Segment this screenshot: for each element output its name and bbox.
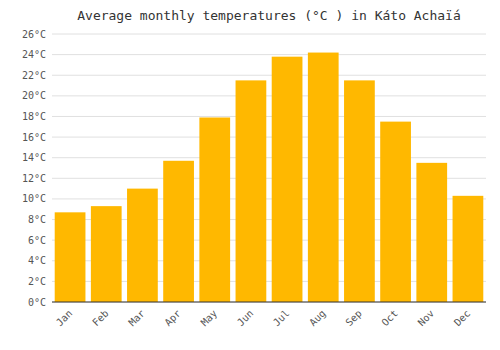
x-tick-label: Apr [162, 308, 183, 329]
bar [272, 57, 303, 302]
y-tick-label: 6°C [28, 235, 46, 246]
bars [55, 53, 484, 302]
bar [236, 80, 267, 302]
grid-line [52, 75, 486, 76]
x-tick-label: May [199, 308, 220, 329]
bar [380, 122, 411, 302]
x-tick-label: Jun [235, 308, 256, 329]
bar [91, 206, 122, 302]
bar [308, 53, 339, 302]
y-tick-label: 26°C [22, 29, 46, 40]
grid-line [52, 137, 486, 138]
x-tick-label: Nov [416, 308, 437, 329]
title: Average monthly temperatures (°C ) in Ká… [77, 8, 461, 23]
y-tick-label: 2°C [28, 276, 46, 287]
grid-line [52, 302, 486, 303]
grid-line [52, 54, 486, 55]
y-tick-label: 10°C [22, 193, 46, 204]
bar [163, 161, 194, 302]
y-tick-label: 8°C [28, 214, 46, 225]
x-tick-label: Feb [90, 308, 111, 329]
y-tick-label: 20°C [22, 90, 46, 101]
y-tick-label: 16°C [22, 132, 46, 143]
y-tick-label: 24°C [22, 49, 46, 60]
x-axis-line [52, 302, 486, 303]
y-axis: 0°C 2°C 4°C 6°C 8°C 10°C 12°C 14°C 16°C 18°C 20°C 2… [22, 29, 486, 308]
bar [344, 80, 375, 302]
chart: Average monthly temperatures (°C ) in Ká… [0, 0, 500, 350]
x-tick-label: Dec [452, 308, 473, 329]
bar [55, 212, 86, 302]
bar [127, 189, 158, 302]
y-tick-label: 18°C [22, 111, 46, 122]
grid-line [52, 157, 486, 158]
grid-line [52, 116, 486, 117]
bar [453, 196, 484, 302]
bar [416, 163, 447, 302]
bar [199, 117, 230, 302]
y-tick-label: 4°C [28, 255, 46, 266]
x-tick-label: Oct [379, 308, 400, 329]
y-tick-label: 12°C [22, 173, 46, 184]
x-tick-label: Jul [271, 308, 292, 329]
x-tick-label: Jan [54, 308, 75, 329]
x-tick-label: Aug [307, 308, 328, 329]
x-axis: Jan Feb Mar Apr May Jun Jul Aug Sep Oct Nov Dec [54, 308, 472, 329]
y-tick-label: 0°C [28, 297, 46, 308]
grid-line [52, 95, 486, 96]
x-tick-label: Sep [343, 308, 364, 329]
grid-line [52, 34, 486, 35]
y-tick-label: 22°C [22, 70, 46, 81]
y-tick-label: 14°C [22, 152, 46, 163]
x-tick-label: Mar [126, 308, 147, 329]
